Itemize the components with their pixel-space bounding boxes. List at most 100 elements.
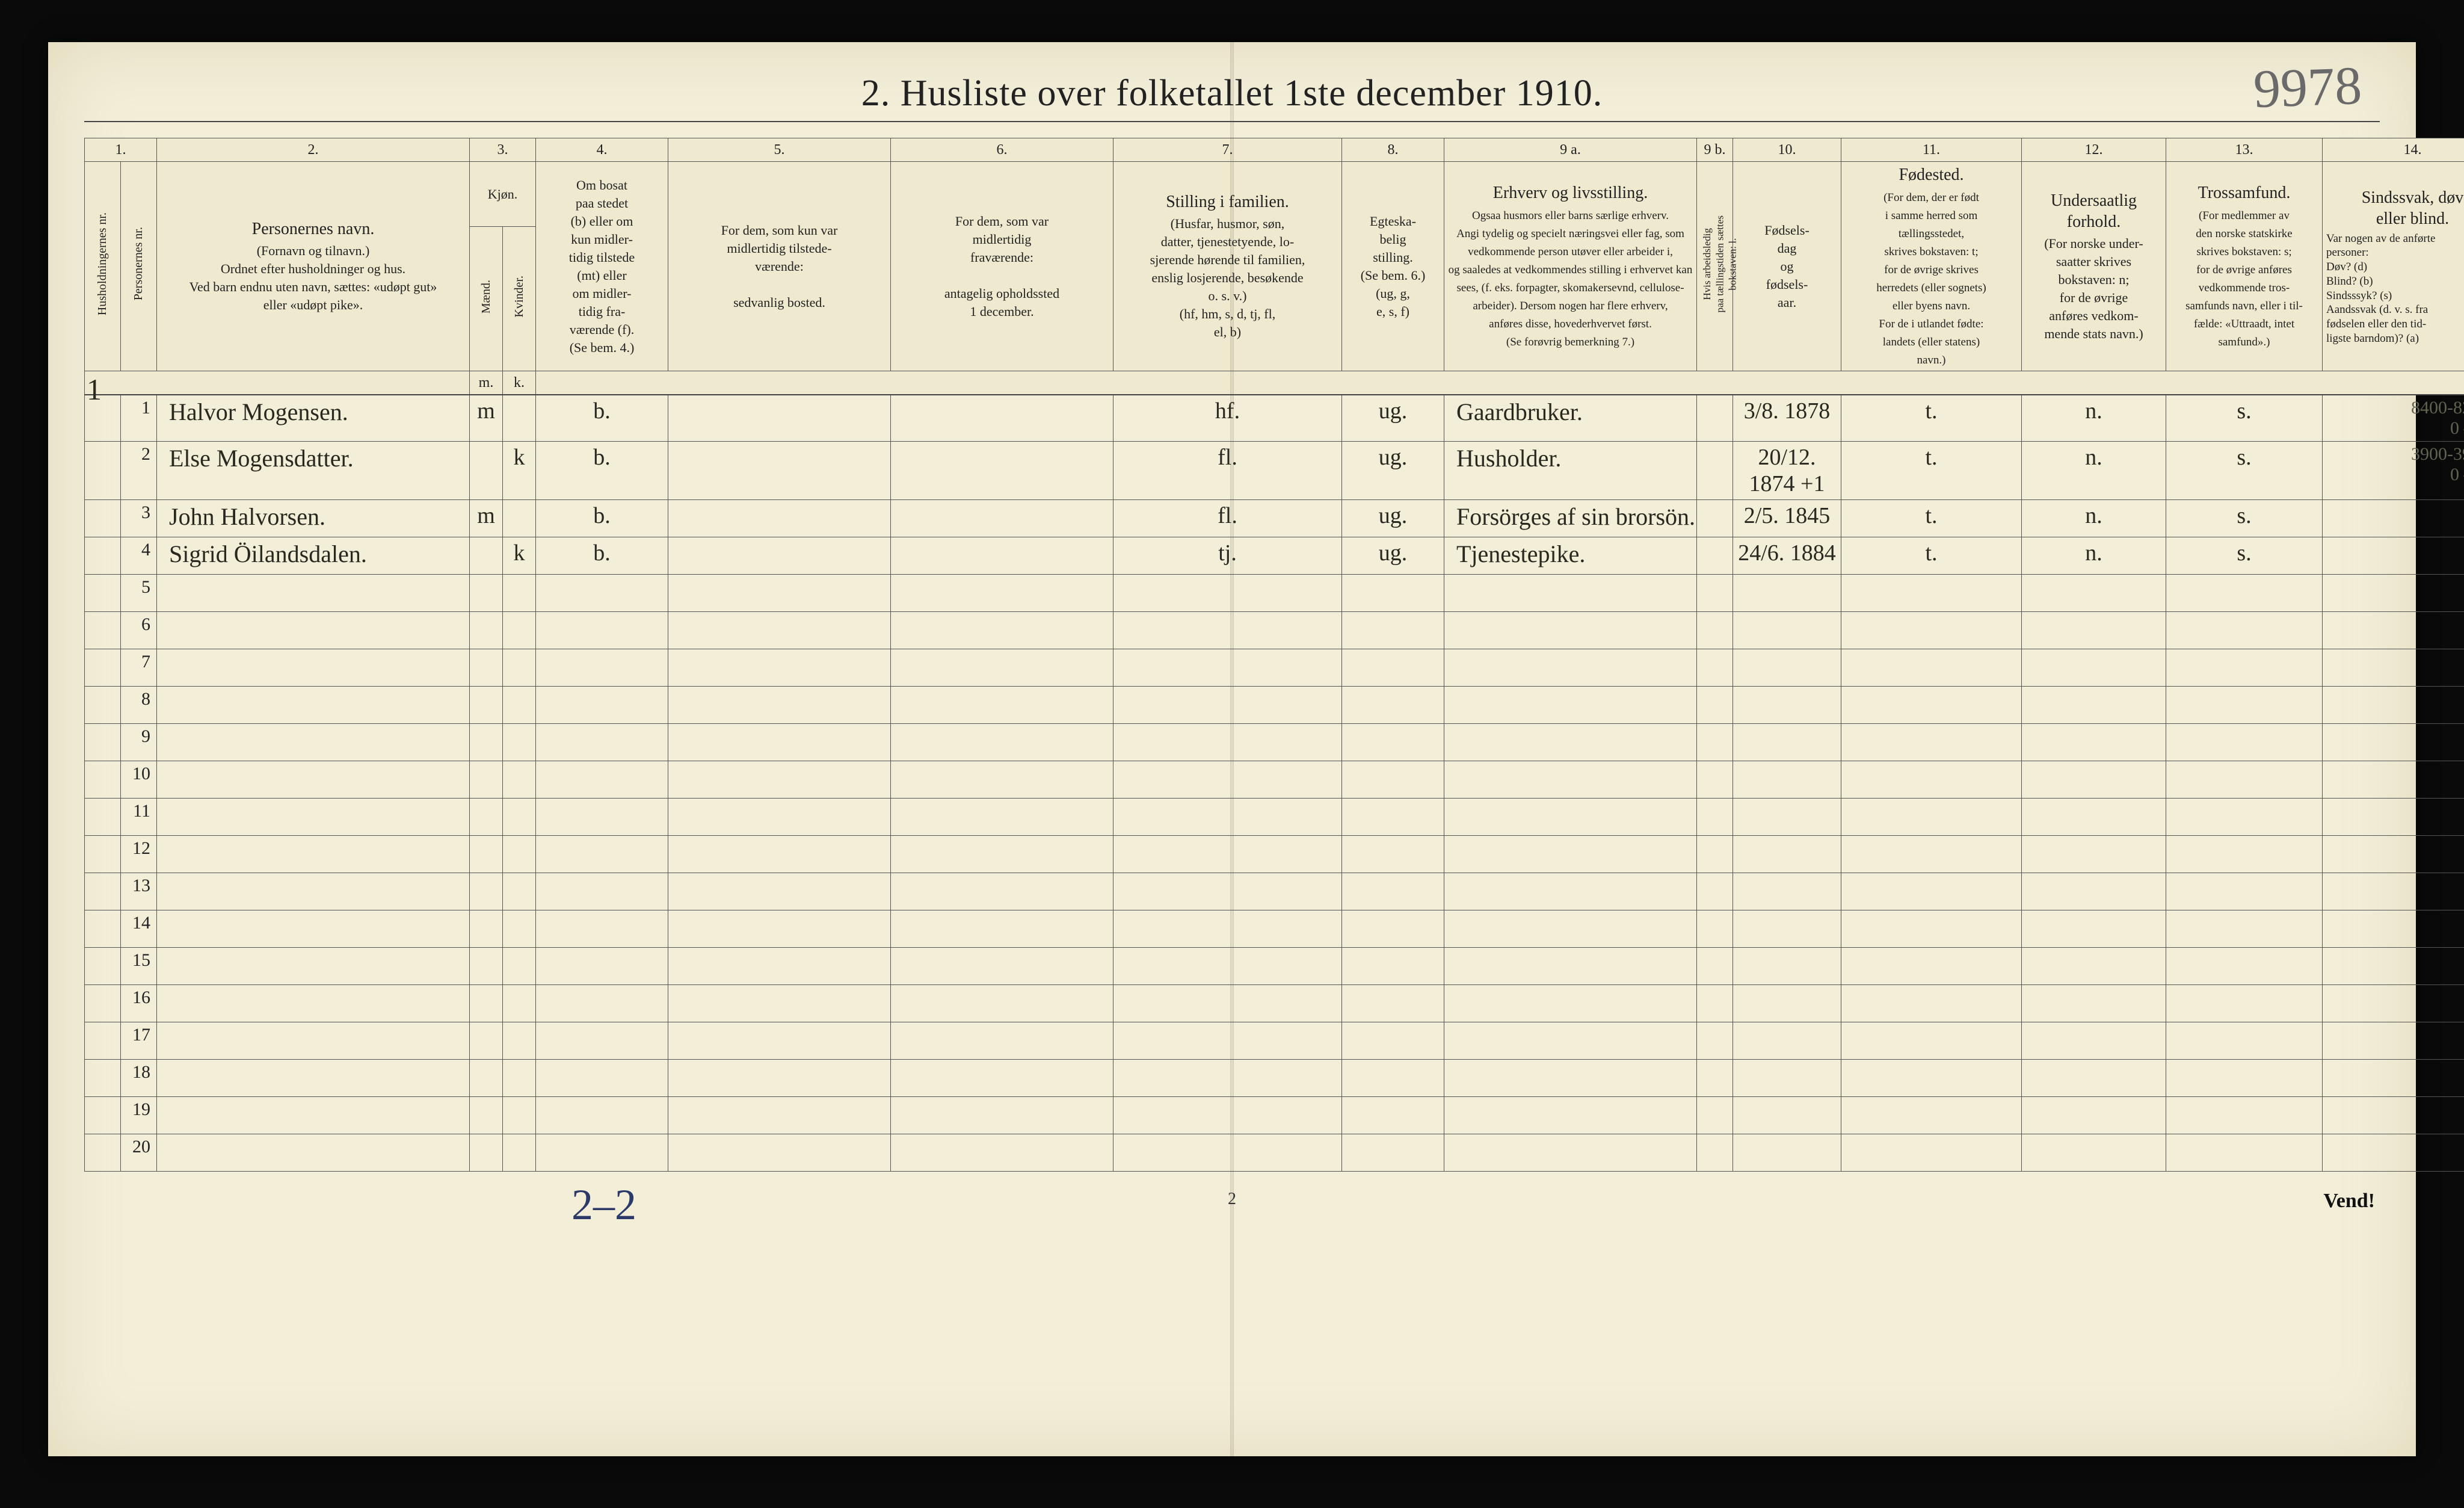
colnum-9a: 9 a. xyxy=(1444,138,1697,162)
cell-empty xyxy=(2323,724,2464,761)
cell-sex-m: m xyxy=(470,395,503,442)
cell-empty xyxy=(2166,724,2323,761)
cell-empty xyxy=(668,910,891,948)
cell-empty xyxy=(668,1134,891,1172)
cell-empty xyxy=(668,948,891,985)
cell-empty xyxy=(157,985,470,1022)
table-body: 1Halvor Mogensen.mb.hf.ug.Gaardbruker.3/… xyxy=(85,395,2464,1172)
cell-empty xyxy=(2022,761,2166,799)
cell-empty xyxy=(1342,724,1444,761)
table-row-empty: 12 xyxy=(85,836,2464,873)
cell-empty xyxy=(891,761,1113,799)
cell-marital: ug. xyxy=(1342,395,1444,442)
cell-birth: 3/8. 1878 xyxy=(1733,395,1841,442)
cell-empty xyxy=(1342,836,1444,873)
cell-empty xyxy=(536,649,668,687)
cell-empty xyxy=(470,985,503,1022)
cell-empty xyxy=(470,612,503,649)
cell-empty xyxy=(891,985,1113,1022)
cell-empty xyxy=(891,1097,1113,1134)
cell-sex-k xyxy=(503,395,536,442)
cell-residence: b. xyxy=(536,442,668,500)
head-marital: Egteska-beligstilling. (Se bem. 6.)(ug, … xyxy=(1342,162,1444,371)
cell-empty xyxy=(2166,948,2323,985)
colnum-3: 3. xyxy=(470,138,536,162)
cell-empty xyxy=(470,1060,503,1097)
cell-person-nr: 20 xyxy=(121,1134,157,1172)
head-person-nr: Personernes nr. xyxy=(121,162,157,371)
title-bar: 2. Husliste over folketallet 1ste decemb… xyxy=(84,72,2380,122)
cell-empty xyxy=(1444,649,1697,687)
cell-empty xyxy=(1697,948,1733,985)
cell-empty xyxy=(1697,761,1733,799)
cell-marital: ug. xyxy=(1342,442,1444,500)
cell-empty xyxy=(2323,687,2464,724)
cell-empty xyxy=(1113,1097,1342,1134)
cell-empty xyxy=(2022,649,2166,687)
cell-empty xyxy=(1444,612,1697,649)
colnum-14: 14. xyxy=(2323,138,2464,162)
cell-empty xyxy=(1113,724,1342,761)
footer-vend: Vend! xyxy=(2323,1190,2375,1213)
cell-empty xyxy=(1444,1060,1697,1097)
cell-hh-nr xyxy=(85,1060,121,1097)
cell-empty xyxy=(157,948,470,985)
table-row-empty: 18 xyxy=(85,1060,2464,1097)
cell-person-nr: 17 xyxy=(121,1022,157,1060)
cell-hh-nr xyxy=(85,1022,121,1060)
cell-empty xyxy=(2323,761,2464,799)
cell-empty xyxy=(157,612,470,649)
cell-unemployed xyxy=(1697,442,1733,500)
cell-hh-nr xyxy=(85,500,121,537)
cell-occupation: Husholder. xyxy=(1444,442,1697,500)
cell-empty xyxy=(1733,612,1841,649)
cell-birthplace: t. xyxy=(1841,442,2022,500)
page-title: 2. Husliste over folketallet 1ste decemb… xyxy=(84,72,2380,115)
cell-temp-absent xyxy=(891,537,1113,575)
cell-empty xyxy=(1342,1022,1444,1060)
cell-empty xyxy=(2166,761,2323,799)
cell-empty xyxy=(1841,1134,2022,1172)
cell-empty xyxy=(1733,575,1841,612)
cell-empty xyxy=(1697,1060,1733,1097)
cell-person-nr: 12 xyxy=(121,836,157,873)
cell-empty xyxy=(1113,799,1342,836)
cell-empty xyxy=(536,836,668,873)
cell-person-nr: 8 xyxy=(121,687,157,724)
cell-empty xyxy=(2166,799,2323,836)
cell-family-pos: fl. xyxy=(1113,442,1342,500)
cell-empty xyxy=(470,910,503,948)
head-sex-m: Mænd. xyxy=(470,227,503,371)
cell-empty xyxy=(536,873,668,910)
cell-empty xyxy=(157,836,470,873)
cell-empty xyxy=(503,1060,536,1097)
cell-marital: ug. xyxy=(1342,500,1444,537)
cell-empty xyxy=(891,724,1113,761)
cell-empty xyxy=(1113,1022,1342,1060)
colnum-2: 2. xyxy=(157,138,470,162)
cell-empty xyxy=(668,1097,891,1134)
cell-residence: b. xyxy=(536,537,668,575)
cell-empty xyxy=(891,1134,1113,1172)
cell-empty xyxy=(2323,1134,2464,1172)
cell-empty xyxy=(157,761,470,799)
cell-empty xyxy=(1841,1097,2022,1134)
cell-empty xyxy=(1342,985,1444,1022)
cell-empty xyxy=(1113,948,1342,985)
cell-empty xyxy=(503,948,536,985)
table-row-empty: 8 xyxy=(85,687,2464,724)
cell-empty xyxy=(1342,687,1444,724)
cell-hh-nr xyxy=(85,724,121,761)
cell-sex-m xyxy=(470,442,503,500)
cell-margin-notes: 3900-390-10 — 0 xyxy=(2323,442,2464,500)
cell-empty xyxy=(1697,649,1733,687)
cell-empty xyxy=(1697,687,1733,724)
cell-empty xyxy=(1444,836,1697,873)
cell-name: Else Mogensdatter. xyxy=(157,442,470,500)
cell-hh-nr xyxy=(85,836,121,873)
cell-empty xyxy=(2166,649,2323,687)
cell-empty xyxy=(2166,612,2323,649)
cell-citizenship: n. xyxy=(2022,395,2166,442)
cell-empty xyxy=(536,985,668,1022)
cell-empty xyxy=(157,873,470,910)
